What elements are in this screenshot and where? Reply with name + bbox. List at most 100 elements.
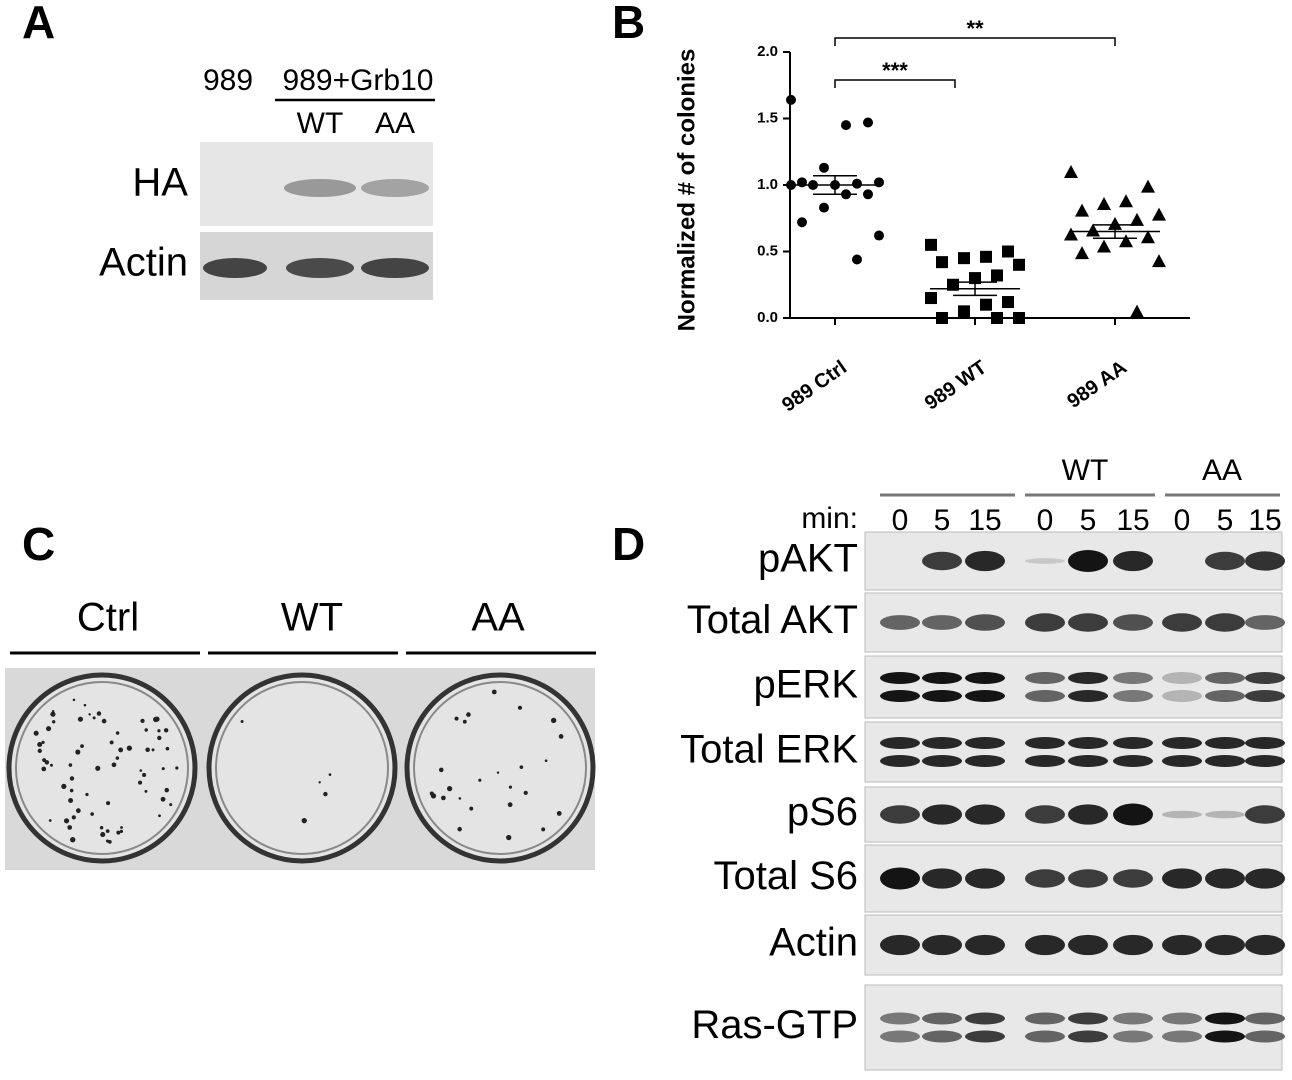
plate-rim	[413, 681, 587, 855]
band	[1162, 934, 1202, 956]
colony	[164, 787, 170, 793]
band	[203, 258, 267, 278]
colony	[142, 772, 147, 777]
plate-rim	[15, 681, 189, 855]
band	[284, 179, 356, 197]
row-label: Ras-GTP	[691, 1003, 858, 1047]
point	[863, 189, 873, 200]
column-label: WT	[281, 596, 343, 640]
row-label: Total ERK	[680, 728, 858, 772]
band	[965, 755, 1005, 767]
band	[880, 755, 920, 767]
plate	[6, 672, 198, 864]
band	[922, 672, 962, 684]
colony	[88, 713, 91, 716]
colony	[68, 798, 74, 803]
colony	[71, 815, 76, 820]
point	[1064, 227, 1078, 241]
colony	[119, 829, 124, 834]
point	[874, 230, 884, 241]
point	[1119, 194, 1133, 208]
row-label: HA	[132, 161, 188, 205]
colony	[109, 740, 114, 745]
colony	[115, 756, 120, 760]
point	[958, 305, 970, 318]
colony	[92, 716, 96, 720]
colony	[69, 788, 74, 793]
band	[922, 551, 962, 571]
group-label: WT	[1062, 454, 1109, 487]
colony	[144, 789, 148, 793]
panel-label: C	[22, 518, 55, 570]
row-label: Total AKT	[687, 598, 858, 642]
colony	[163, 728, 169, 733]
x-tick-label: 989 AA	[1063, 356, 1131, 412]
band	[1162, 737, 1202, 749]
colony	[63, 818, 70, 824]
point	[819, 162, 829, 173]
plate	[404, 672, 596, 864]
colony	[169, 803, 173, 807]
colony	[462, 719, 467, 724]
time-point: 5	[1217, 504, 1234, 537]
band	[1245, 1030, 1285, 1043]
band	[1245, 672, 1285, 684]
colony	[106, 801, 111, 806]
colony	[517, 705, 523, 710]
colony	[153, 716, 159, 723]
band	[1245, 805, 1285, 824]
colony	[77, 716, 84, 722]
colony	[157, 729, 161, 733]
band	[1025, 558, 1065, 564]
band	[1245, 755, 1285, 767]
point	[1075, 246, 1089, 260]
colony	[48, 819, 52, 822]
colony	[116, 830, 121, 835]
significance-label: ***	[882, 58, 908, 83]
colony	[42, 758, 47, 763]
significance-bracket	[834, 37, 1116, 46]
colony	[69, 776, 75, 781]
colony	[160, 796, 166, 802]
point	[1141, 179, 1155, 193]
lane-label: AA	[375, 107, 415, 140]
colony	[75, 749, 81, 755]
band	[1113, 755, 1153, 767]
colony	[447, 786, 453, 792]
band	[922, 690, 962, 702]
band	[922, 755, 962, 767]
row-label: Actin	[769, 921, 858, 965]
colony	[157, 735, 162, 741]
plate	[206, 672, 398, 864]
point	[852, 178, 862, 189]
band	[965, 614, 1005, 631]
band	[1025, 1012, 1065, 1025]
point	[958, 252, 970, 265]
point	[1152, 254, 1166, 268]
band	[1245, 1012, 1285, 1025]
band	[880, 615, 920, 630]
point	[936, 312, 948, 324]
band	[1025, 613, 1065, 632]
colony	[41, 740, 45, 744]
dot-chart: B Normalized # of colonies 0.0 0.5 1.0 1.5 2…	[612, 0, 1190, 417]
colony	[318, 781, 321, 784]
band	[1113, 1030, 1153, 1043]
panel-label: D	[612, 518, 645, 570]
band	[1068, 672, 1108, 684]
point	[1075, 203, 1089, 217]
point	[797, 217, 807, 228]
band	[1245, 868, 1285, 889]
colony	[140, 718, 145, 724]
band	[922, 1030, 962, 1043]
band	[1025, 672, 1065, 684]
colony	[438, 767, 444, 773]
colony	[37, 741, 43, 748]
band	[1113, 869, 1153, 888]
blot	[864, 984, 1283, 1071]
time-point: 15	[968, 504, 1001, 537]
band	[1113, 737, 1153, 749]
band	[1113, 803, 1153, 826]
band	[1025, 737, 1065, 749]
time-point: 15	[1116, 504, 1149, 537]
